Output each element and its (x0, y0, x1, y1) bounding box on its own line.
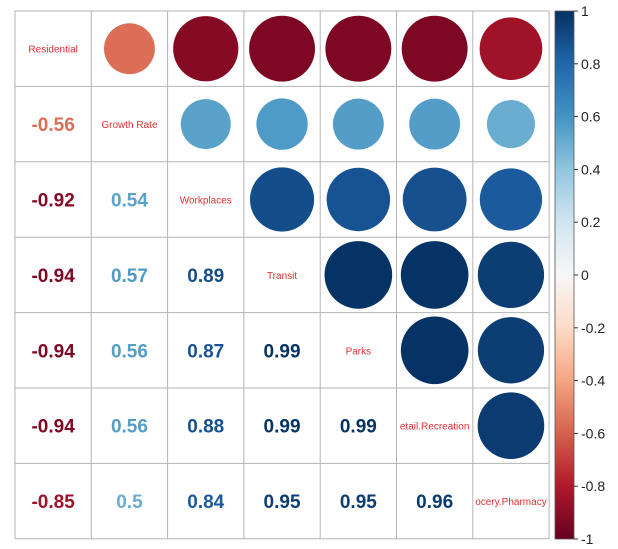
colorbar-tick-label: 0 (581, 267, 589, 283)
correlation-value: 0.56 (111, 417, 148, 438)
colorbar (554, 10, 575, 540)
correlation-value: -0.94 (31, 266, 75, 287)
colorbar-tick-label: 0.6 (581, 109, 601, 125)
correlation-circle (332, 98, 384, 150)
correlation-value: 0.87 (187, 341, 224, 362)
colorbar-tick-label: 1 (581, 3, 589, 19)
colorbar-tick-label: -1 (581, 531, 594, 547)
color-legend: 1 0.8 0.6 0.4 0.2 0 -0.2 -0.4 -0.6 -0.8 -1 (554, 3, 605, 547)
matrix-cells: Residential -0.56 Growth Rate -0.92 0.54 Work… (28, 15, 547, 513)
colorbar-tick-label: -0.4 (581, 373, 605, 389)
correlation-circle (325, 15, 392, 82)
correlation-value: 0.57 (111, 266, 148, 287)
correlation-value: 0.99 (264, 417, 301, 438)
colorbar-tick-label: -0.6 (581, 425, 605, 441)
correlation-value: 0.84 (187, 492, 224, 513)
correlation-value: 0.96 (416, 492, 453, 513)
correlation-value: -0.56 (31, 115, 74, 136)
correlation-value: -0.94 (31, 417, 75, 438)
correlation-circle (326, 167, 391, 232)
correlation-circle (477, 392, 545, 460)
correlation-value: -0.85 (31, 492, 75, 513)
colorbar-tick-label: 0.4 (581, 161, 601, 177)
correlation-circle (104, 23, 155, 75)
variable-label: Residential (28, 45, 77, 56)
variable-label: etail.Recreation (400, 422, 469, 433)
correlation-circle (249, 15, 316, 82)
correlation-value: -0.94 (31, 341, 75, 362)
correlation-value: 0.95 (264, 492, 301, 513)
variable-label: Parks (346, 346, 372, 357)
correlation-circle (402, 167, 467, 232)
correlation-circle (477, 317, 545, 384)
correlation-value: 0.95 (340, 492, 377, 513)
variable-label: Growth Rate (101, 120, 158, 131)
correlation-value: -0.92 (31, 191, 74, 212)
correlation-value: 0.54 (111, 191, 148, 212)
correlation-circle (486, 100, 535, 149)
correlation-circle (400, 241, 469, 309)
correlation-circle (324, 241, 393, 309)
correlation-circle (401, 15, 468, 82)
correlation-value: 0.88 (187, 417, 224, 438)
colorbar-tick-label: -0.2 (581, 320, 605, 336)
correlation-circle (249, 167, 315, 232)
correlation-circle (173, 16, 239, 82)
correlation-value: 0.99 (264, 341, 301, 362)
correlation-value: 0.56 (111, 341, 148, 362)
correlation-circle (256, 98, 308, 150)
correlation-circle (479, 168, 543, 231)
variable-label: Workplaces (180, 196, 232, 207)
variable-label: Transit (267, 271, 297, 282)
correlation-value: 0.5 (116, 492, 143, 513)
correlation-circle (409, 98, 461, 150)
correlation-circle (477, 241, 545, 309)
variable-label: ocery.Pharmacy (475, 497, 547, 508)
correlation-value: 0.89 (187, 266, 224, 287)
grid-lines (14, 10, 550, 540)
correlation-value: 0.99 (340, 417, 377, 438)
colorbar-tick-label: -0.8 (581, 478, 605, 494)
correlation-circle (400, 316, 469, 385)
colorbar-tick-label: 0.2 (581, 214, 601, 230)
correlation-circle (479, 17, 543, 81)
colorbar-tick-label: 0.8 (581, 56, 601, 72)
correlation-circle (180, 99, 231, 150)
